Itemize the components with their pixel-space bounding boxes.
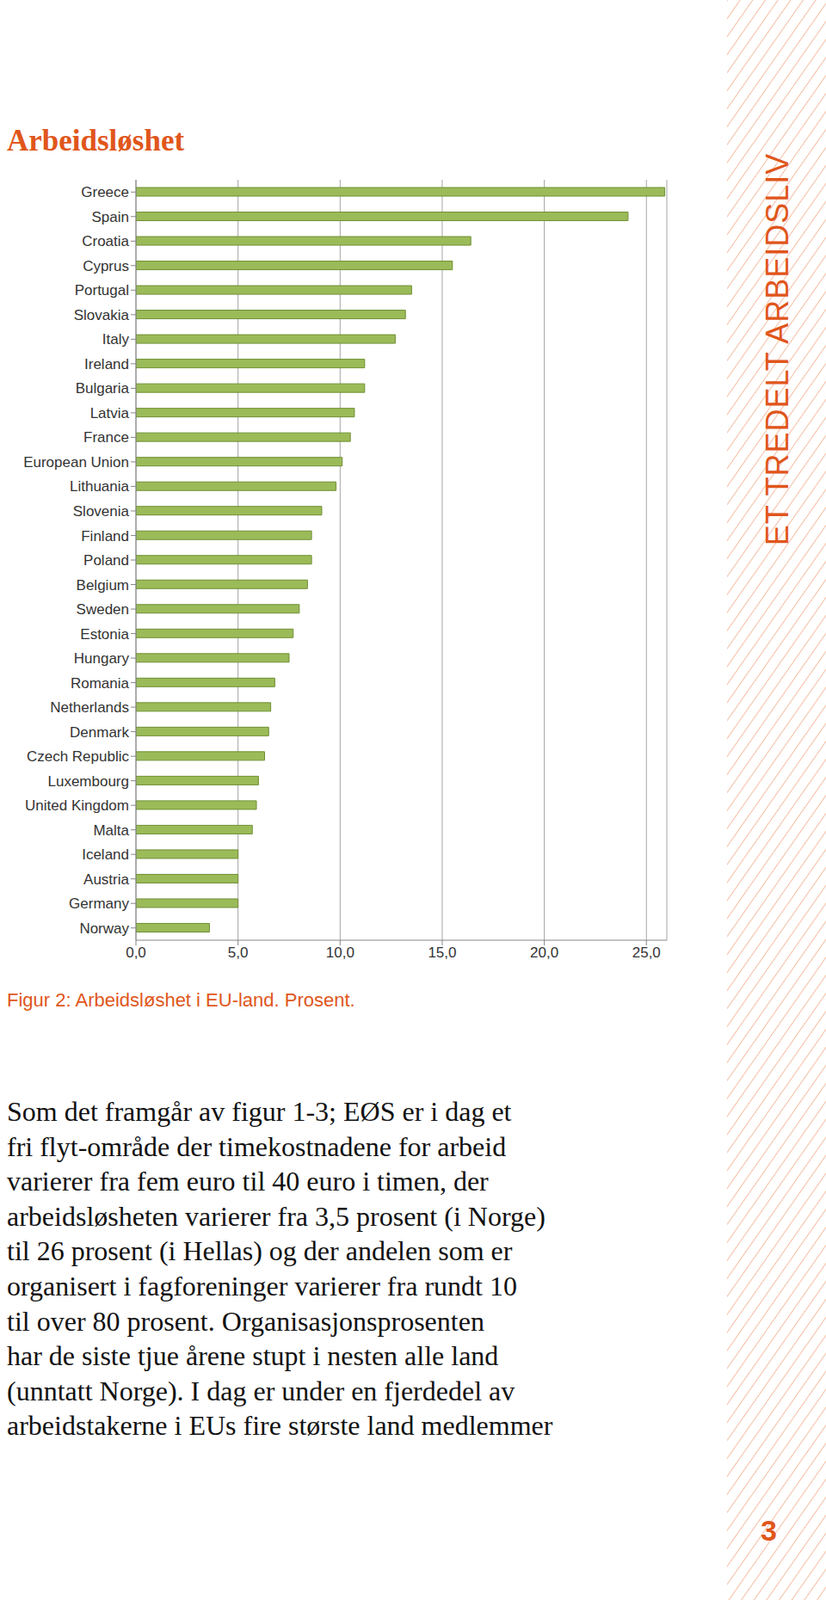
- html-text:arbeidstakerne i EUs fire stør: arbeidstakerne i EUs fire største land m…: [6, 1410, 553, 1442]
- svg-text:0,0: 0,0: [125, 944, 147, 962]
- svg-text:Slovenia: Slovenia: [73, 503, 130, 520]
- svg-text:Slovakia: Slovakia: [73, 307, 130, 324]
- svg-text:Czech Republic: Czech Republic: [26, 748, 130, 765]
- svg-text:Sweden: Sweden: [76, 601, 130, 618]
- svg-text:Iceland: Iceland: [81, 846, 130, 863]
- html-text:(unntatt Norge). I dag er unde: (unntatt Norge). I dag er under en fjerd…: [6, 1375, 515, 1407]
- html-text:til over 80 prosent. Organisas: til over 80 prosent. Organisasjonsprosen…: [6, 1305, 485, 1337]
- svg-text:Cyprus: Cyprus: [82, 258, 130, 275]
- svg-text:25,0: 25,0: [632, 944, 661, 962]
- svg-text:Malta: Malta: [92, 822, 130, 839]
- html-text:fri flyt-område der timekostna: fri flyt-område der timekostnadene for a…: [6, 1131, 507, 1163]
- svg-text:Denmark: Denmark: [69, 724, 130, 741]
- svg-text:10,0: 10,0: [326, 944, 355, 962]
- html-text:har de siste tjue årene stupt: har de siste tjue årene stupt i nesten a…: [6, 1340, 499, 1372]
- svg-text:Poland: Poland: [83, 552, 130, 569]
- svg-text:20,0: 20,0: [530, 944, 559, 962]
- svg-text:Netherlands: Netherlands: [49, 699, 130, 716]
- svg-text:Hungary: Hungary: [73, 650, 130, 667]
- html-text:Som det framgår av figur 1-3;: Som det framgår av figur 1-3; EØS er i d…: [6, 1096, 512, 1128]
- svg-text:Spain: Spain: [92, 209, 130, 226]
- svg-text:5,0: 5,0: [228, 944, 249, 962]
- html-text:Arbeidsløshet: Arbeidsløshet: [6, 123, 185, 158]
- svg-text:Bulgaria: Bulgaria: [75, 380, 130, 397]
- svg-text:Romania: Romania: [70, 675, 130, 692]
- svg-text:France: France: [83, 429, 130, 446]
- svg-text:Belgium: Belgium: [76, 577, 130, 594]
- html-text:ET TREDELT ARBEIDSLIV: ET TREDELT ARBEIDSLIV: [759, 152, 796, 546]
- svg-text:Croatia: Croatia: [81, 233, 130, 250]
- html-text:til 26 prosent (i Hellas) og d: til 26 prosent (i Hellas) og der andelen…: [6, 1235, 513, 1267]
- svg-text:Ireland: Ireland: [84, 356, 130, 373]
- svg-text:Portugal: Portugal: [74, 282, 130, 299]
- html-text:Figur 2: Arbeidsløshet i EU-la: Figur 2: Arbeidsløshet i EU-land. Prosen…: [6, 989, 356, 1011]
- svg-text:Norway: Norway: [79, 920, 130, 937]
- svg-text:European Union: European Union: [23, 454, 130, 471]
- svg-text:Greece: Greece: [80, 184, 130, 201]
- html-text:arbeidsløsheten varierer fra 3: arbeidsløsheten varierer fra 3,5 prosent…: [6, 1200, 546, 1232]
- svg-text:Latvia: Latvia: [90, 405, 130, 422]
- html-text:organisert i fagforeninger var: organisert i fagforeninger varierer fra …: [6, 1270, 518, 1302]
- html-text:3: 3: [760, 1514, 777, 1548]
- svg-text:15,0: 15,0: [427, 944, 457, 962]
- html-text:varierer fra fem euro til 40 e: varierer fra fem euro til 40 euro i time…: [6, 1166, 489, 1198]
- svg-text:Italy: Italy: [102, 331, 130, 348]
- svg-text:Luxembourg: Luxembourg: [47, 773, 130, 790]
- svg-text:Germany: Germany: [68, 895, 130, 913]
- svg-text:Lithuania: Lithuania: [69, 478, 130, 495]
- svg-text:Finland: Finland: [80, 528, 130, 545]
- svg-text:Estonia: Estonia: [80, 626, 130, 643]
- svg-text:Austria: Austria: [83, 871, 130, 888]
- svg-text:United Kingdom: United Kingdom: [24, 797, 130, 814]
